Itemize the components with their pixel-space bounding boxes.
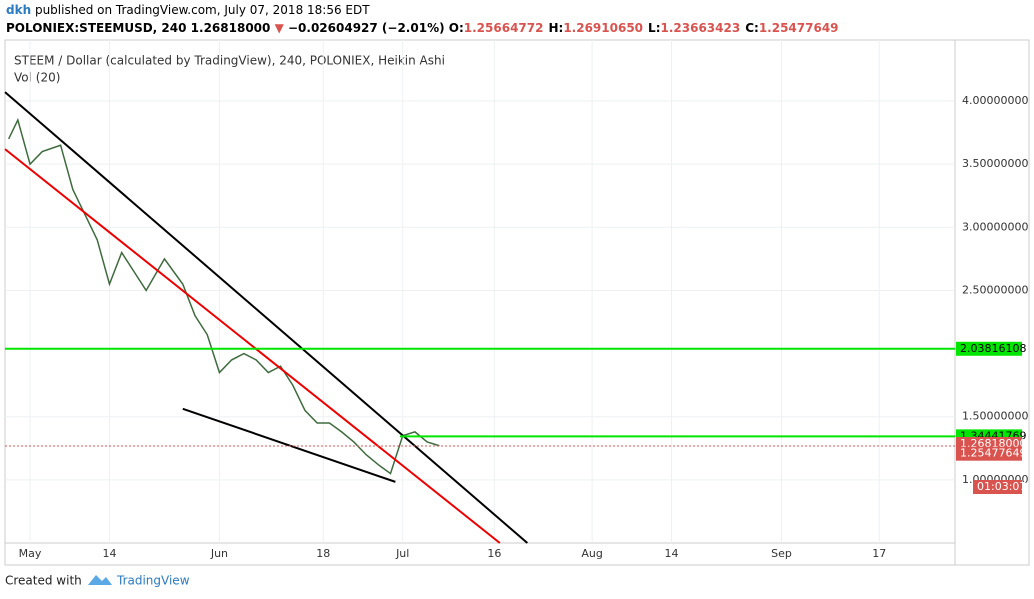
y-tick-label: 1.50000000 <box>962 410 1028 423</box>
x-tick-label: 17 <box>872 547 886 560</box>
x-tick-label: 18 <box>316 547 330 560</box>
countdown: 01:03:07 <box>977 480 1026 493</box>
price-line <box>7 117 440 475</box>
footer-created: Created with <box>5 574 82 588</box>
ticker-line: POLONIEX:STEEMUSD, 240 1.26818000 ▼ −0.0… <box>6 21 844 35</box>
arrow: ▼ <box>274 21 284 35</box>
ohlc-key: O: <box>448 21 464 35</box>
level-label: 1.25477649 <box>960 447 1026 460</box>
change: −0.02604927 (−2.01%) <box>287 21 445 35</box>
ohlc-key: H: <box>548 21 564 35</box>
logo <box>88 575 112 585</box>
footer-brand: TradingView <box>116 574 190 588</box>
y-tick-label: 4.00000000 <box>962 94 1028 107</box>
level-label: 2.03816108 <box>960 342 1026 355</box>
ohlc-value: 1.25477649 <box>758 21 839 35</box>
ohlc: O:1.25664772 H:1.26910650 L:1.23663423 C:1.… <box>449 21 844 35</box>
subtitle: Vol (20) <box>14 71 60 85</box>
ohlc-key: L: <box>648 21 661 35</box>
x-tick-label: Jun <box>210 547 228 560</box>
x-tick-label: Jul <box>395 547 409 560</box>
last: 1.26818000 <box>190 21 271 35</box>
y-tick-label: 3.50000000 <box>962 157 1028 170</box>
grid <box>5 40 955 543</box>
chart-title: STEEM / Dollar (calculated by TradingVie… <box>14 54 445 68</box>
publish-line: dkh published on TradingView.com, July 0… <box>6 3 370 17</box>
countdown-badge <box>973 480 1022 494</box>
published: published on TradingView.com, July 07, 2… <box>34 3 370 17</box>
ohlc-value: 1.25664772 <box>463 21 544 35</box>
x-tick-label: 14 <box>665 547 679 560</box>
ohlc-value: 1.23663423 <box>660 21 741 35</box>
frame <box>4 39 1030 566</box>
symbol: POLONIEX:STEEMUSD, 240 <box>6 21 187 35</box>
ohlc-value: 1.26910650 <box>563 21 644 35</box>
level-badge <box>956 341 1022 356</box>
trendline <box>4 91 529 544</box>
x-tick-label: Sep <box>771 547 792 560</box>
x-tick-label: 14 <box>102 547 116 560</box>
ohlc-key: C: <box>745 21 759 35</box>
level-badge <box>956 446 1022 461</box>
x-tick-label: May <box>19 547 42 560</box>
x-tick-label: 16 <box>487 547 501 560</box>
y-tick-label: 3.00000000 <box>962 220 1028 233</box>
y-tick-label: 2.50000000 <box>962 283 1028 296</box>
author: dkh <box>6 3 32 17</box>
trendline <box>4 148 501 544</box>
trendline <box>182 407 396 483</box>
x-tick-label: Aug <box>581 547 602 560</box>
